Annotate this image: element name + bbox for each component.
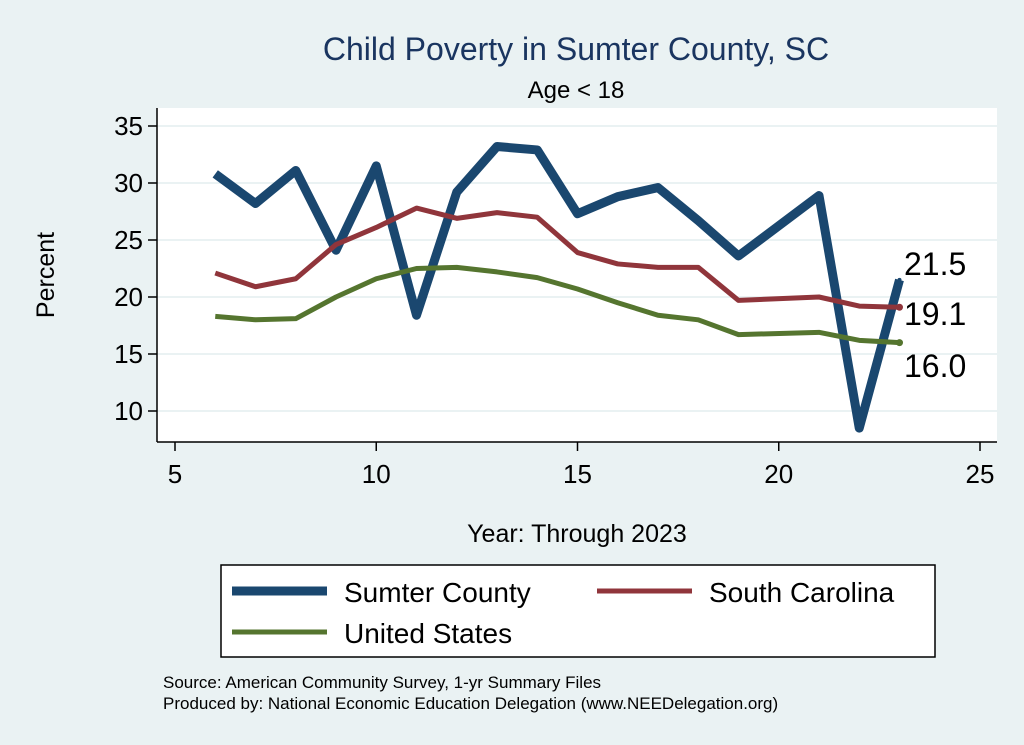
y-tick-label: 35 [114, 111, 143, 141]
series-line-3 [215, 264, 900, 346]
legend: Sumter County South Carolina United States [232, 577, 895, 649]
x-tick-label: 20 [764, 459, 793, 489]
legend-label: South Carolina [709, 577, 895, 608]
legend-label: United States [344, 618, 512, 649]
series-end-point [897, 277, 902, 282]
series-lines [212, 142, 904, 433]
y-tick-label: 10 [114, 396, 143, 426]
series-line-1 [212, 142, 904, 433]
series-line-2 [214, 205, 900, 310]
y-tick-label: 25 [114, 225, 143, 255]
end-value-label: 21.5 [904, 246, 966, 282]
x-tick-label: 5 [168, 459, 182, 489]
y-axis-label: Percent [32, 232, 60, 318]
series-end-point [896, 303, 903, 311]
end-value-label: 16.0 [904, 348, 966, 384]
y-tick-label: 15 [114, 339, 143, 369]
x-tick-label: 25 [966, 459, 995, 489]
legend-box [220, 564, 936, 658]
source-line: Source: American Community Survey, 1-yr … [163, 673, 601, 692]
gridlines [157, 125, 997, 412]
legend-label: Sumter County [344, 577, 531, 608]
y-tick-label: 30 [114, 168, 143, 198]
x-axis-label: Year: Through 2023 [467, 520, 687, 548]
y-tick-label: 20 [114, 282, 143, 312]
produced-by-line: Produced by: National Economic Education… [163, 694, 778, 713]
x-tick-label: 15 [563, 459, 592, 489]
end-labels: 21.5 19.1 16.0 [904, 246, 966, 384]
y-ticks: 10 15 20 25 30 35 [114, 111, 157, 426]
series-end-point [896, 339, 903, 347]
chart-subtitle: Age < 18 [528, 77, 625, 104]
end-value-label: 19.1 [904, 296, 966, 332]
chart-title: Child Poverty in Sumter County, SC [323, 31, 829, 67]
x-tick-label: 10 [362, 459, 391, 489]
x-ticks: 5 10 15 20 25 [168, 442, 995, 489]
